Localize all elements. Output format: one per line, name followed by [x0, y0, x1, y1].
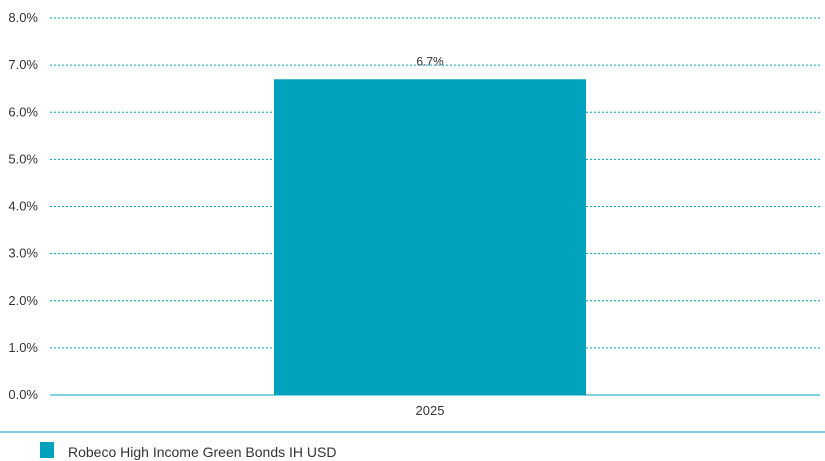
legend: Robeco High Income Green Bonds IH USD [0, 431, 825, 460]
bars [274, 79, 586, 395]
bar [274, 79, 586, 395]
y-tick-label: 2.0% [8, 293, 38, 308]
y-tick-label: 7.0% [8, 57, 38, 72]
legend-swatch [40, 442, 54, 458]
data-label: 6.7% [416, 54, 444, 68]
x-tick-label: 2025 [416, 403, 445, 418]
y-tick-label: 5.0% [8, 151, 38, 166]
y-tick-label: 0.0% [8, 387, 38, 402]
tick-labels: 0.0% 1.0% 2.0% 3.0% 4.0% 5.0% 6.0% 7.0% 8.0% 6.7%… [8, 10, 444, 418]
y-tick-label: 8.0% [8, 10, 38, 25]
y-tick-label: 6.0% [8, 104, 38, 119]
y-tick-label: 1.0% [8, 340, 38, 355]
y-tick-label: 4.0% [8, 199, 38, 214]
y-tick-label: 3.0% [8, 246, 38, 261]
legend-label: Robeco High Income Green Bonds IH USD [68, 444, 336, 460]
